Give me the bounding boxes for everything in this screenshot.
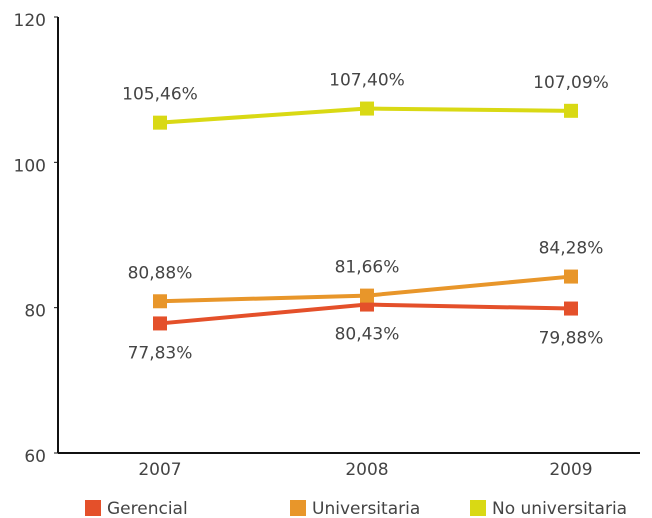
y-tick-label: 60 <box>24 447 46 467</box>
value-label: 105,46% <box>122 85 198 105</box>
legend-swatch <box>470 500 486 516</box>
value-label: 79,88% <box>539 329 604 349</box>
point-marker <box>153 316 167 331</box>
point-marker <box>153 294 167 309</box>
y-tick-label: 80 <box>24 302 46 322</box>
legend-label: Universitaria <box>312 499 420 518</box>
point-marker <box>153 115 167 130</box>
y-tick-label: 120 <box>14 11 46 31</box>
point-marker <box>360 101 374 116</box>
value-label: 107,40% <box>329 71 405 91</box>
point-marker <box>564 301 578 316</box>
x-tick-label: 2009 <box>549 460 592 480</box>
legend-label: No universitaria <box>492 499 627 518</box>
value-label: 84,28% <box>539 239 604 259</box>
legend-swatch <box>290 500 306 516</box>
value-label: 77,83% <box>128 343 193 363</box>
point-marker <box>564 103 578 118</box>
legend-label: Gerencial <box>107 499 188 518</box>
x-tick-label: 2008 <box>345 460 388 480</box>
point-marker <box>360 288 374 303</box>
value-label: 81,66% <box>335 258 400 278</box>
point-marker <box>564 269 578 284</box>
value-label: 107,09% <box>533 73 609 93</box>
value-label: 80,43% <box>335 325 400 345</box>
value-label: 80,88% <box>128 263 193 283</box>
y-tick-label: 100 <box>14 156 46 176</box>
x-tick-label: 2007 <box>138 460 181 480</box>
legend-swatch <box>85 500 101 516</box>
